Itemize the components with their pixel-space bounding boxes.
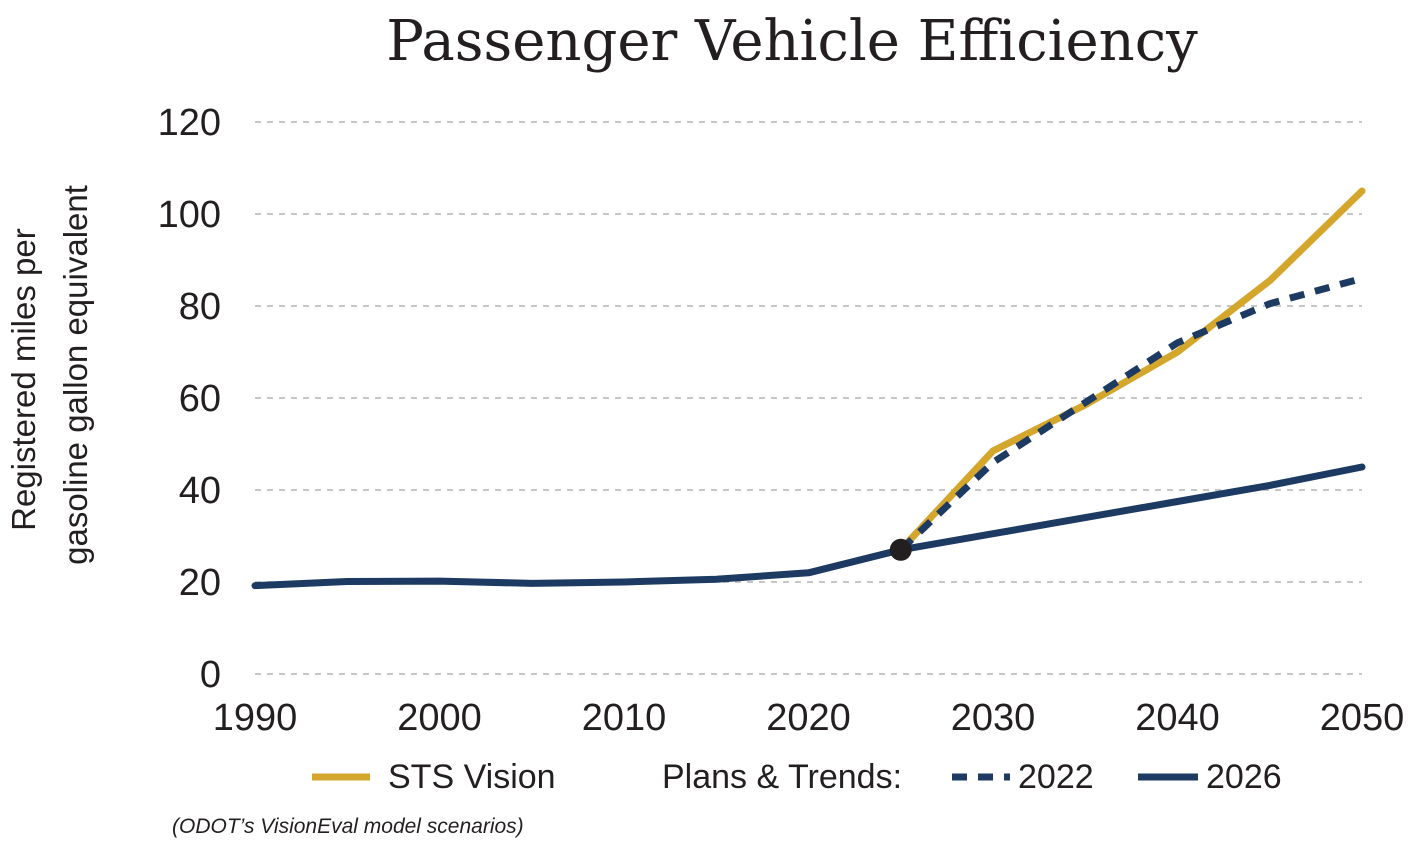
legend: STS Vision Plans & Trends: 2022 2026 [312, 758, 1282, 796]
x-tick-label: 2010 [582, 697, 667, 739]
legend-label-2026: 2026 [1206, 758, 1282, 796]
x-axis-ticks: 1990 2000 2010 2020 2030 2040 2050 [213, 697, 1405, 739]
y-tick-label: 0 [200, 654, 221, 696]
footnote: (ODOT’s VisionEval model scenarios) [172, 815, 524, 838]
x-tick-label: 2030 [951, 697, 1036, 739]
transition-point-marker [889, 538, 912, 561]
y-tick-label: 120 [158, 102, 221, 144]
y-tick-label: 60 [179, 378, 221, 420]
y-tick-label: 80 [179, 286, 221, 328]
y-axis-ticks: 0 20 40 60 80 100 120 [158, 102, 221, 696]
series-layer [251, 187, 1366, 590]
legend-label-2022: 2022 [1018, 758, 1094, 796]
y-axis-label: Registered miles per gasoline gallon equ… [5, 185, 94, 565]
series-line-2022 [898, 275, 1363, 553]
y-tick-label: 20 [179, 562, 221, 604]
y-tick-label: 100 [158, 194, 221, 236]
gridlines [255, 121, 1362, 675]
x-tick-label: 1990 [213, 697, 298, 739]
y-axis-label-line2: gasoline gallon equivalent [57, 185, 94, 565]
x-tick-label: 2040 [1135, 697, 1220, 739]
x-tick-label: 2020 [766, 697, 851, 739]
series-line-2026 [251, 463, 1366, 590]
legend-label-plans-trends: Plans & Trends: [662, 758, 902, 796]
legend-label-sts-vision: STS Vision [388, 758, 556, 796]
series-line-sts-vision [897, 187, 1366, 554]
chart-title: Passenger Vehicle Efficiency [386, 9, 1198, 74]
x-tick-label: 2050 [1320, 697, 1405, 739]
x-tick-label: 2000 [397, 697, 482, 739]
y-axis-label-line1: Registered miles per [5, 228, 42, 531]
y-tick-label: 40 [179, 470, 221, 512]
